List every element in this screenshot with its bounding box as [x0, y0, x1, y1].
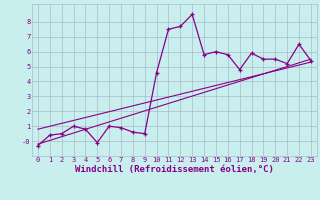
X-axis label: Windchill (Refroidissement éolien,°C): Windchill (Refroidissement éolien,°C)	[75, 165, 274, 174]
